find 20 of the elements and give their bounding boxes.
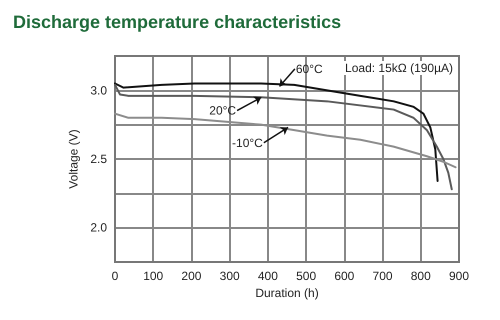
annotation: 20°C [209,104,236,118]
y-tick-label: 2.5 [90,152,108,166]
x-tick-label: 900 [448,269,470,283]
x-tick-label: 400 [258,269,278,283]
x-tick-label: 500 [296,269,316,283]
y-tick-label: 3.0 [90,83,108,98]
y-axis-title: Voltage (V) [66,129,80,189]
chart-title: Discharge temperature characteristics [13,12,342,32]
x-axis-title: Duration (h) [255,286,319,300]
x-tick-label: 0 [112,269,119,283]
x-tick-label: 100 [143,269,164,283]
x-tick-label: 200 [181,269,202,283]
annotation: Load: 15kΩ (190µA) [345,61,454,75]
x-tick-label: 800 [410,269,432,283]
x-tick-label: 300 [220,269,240,283]
y-tick-label: 2.0 [90,220,108,235]
annotation: 60°C [296,62,324,76]
annotation: -10°C [232,136,264,150]
x-tick-label: 700 [372,269,393,283]
x-tick-label: 600 [334,269,355,283]
